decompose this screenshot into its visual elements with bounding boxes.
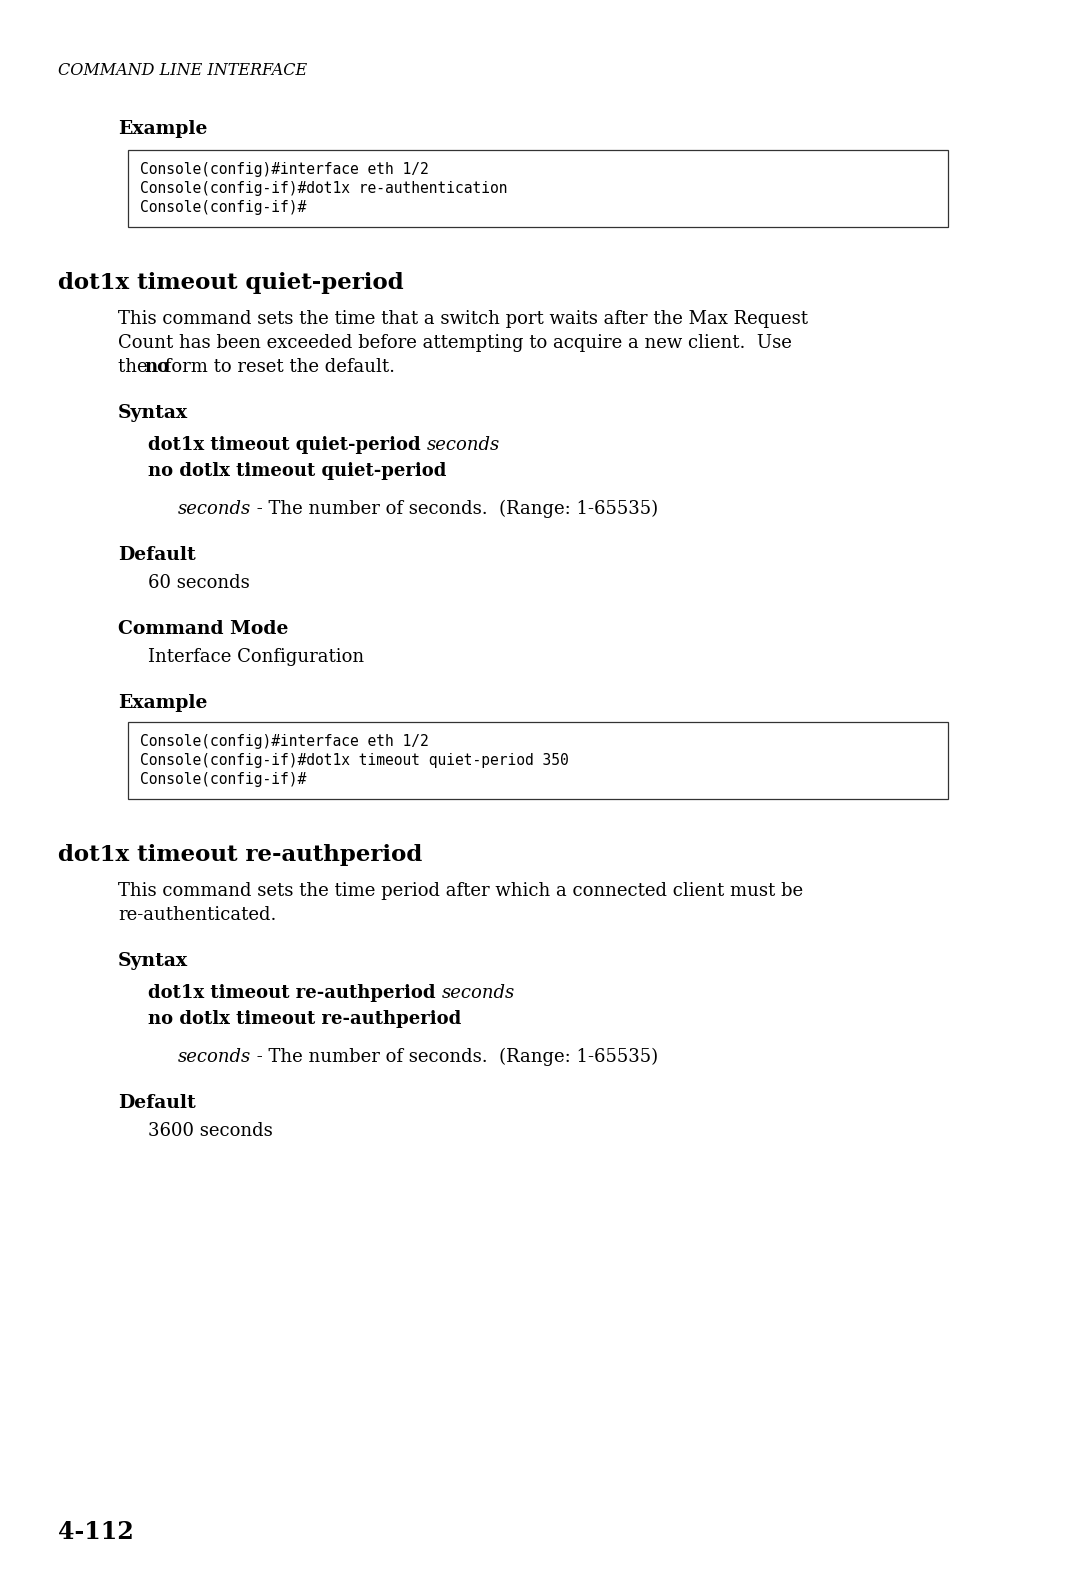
Text: dot1x timeout quiet-period: dot1x timeout quiet-period (148, 436, 427, 454)
Text: This command sets the time that a switch port waits after the Max Request: This command sets the time that a switch… (118, 309, 808, 328)
Text: - The number of seconds.  (Range: 1-65535): - The number of seconds. (Range: 1-65535… (252, 499, 659, 518)
Text: Console(config-if)#dot1x timeout quiet-period 350: Console(config-if)#dot1x timeout quiet-p… (140, 754, 569, 768)
Text: dot1x timeout re-authperiod: dot1x timeout re-authperiod (58, 845, 422, 867)
Text: Console(config-if)#dot1x re-authentication: Console(config-if)#dot1x re-authenticati… (140, 181, 508, 196)
Text: re-authenticated.: re-authenticated. (118, 906, 276, 925)
Text: 4-112: 4-112 (58, 1520, 134, 1543)
Text: the: the (118, 358, 153, 375)
Text: Example: Example (118, 119, 207, 138)
Text: Default: Default (118, 1094, 195, 1112)
Text: no dotlx timeout re-authperiod: no dotlx timeout re-authperiod (148, 1010, 461, 1028)
Text: seconds: seconds (178, 1049, 252, 1066)
Text: Syntax: Syntax (118, 951, 188, 970)
Text: This command sets the time period after which a connected client must be: This command sets the time period after … (118, 882, 804, 900)
Text: no dotlx timeout quiet-period: no dotlx timeout quiet-period (148, 462, 446, 480)
Text: dot1x timeout re-authperiod: dot1x timeout re-authperiod (148, 984, 442, 1002)
Text: Default: Default (118, 546, 195, 564)
Text: Example: Example (118, 694, 207, 713)
Text: - The number of seconds.  (Range: 1-65535): - The number of seconds. (Range: 1-65535… (252, 1049, 659, 1066)
Text: 3600 seconds: 3600 seconds (148, 1123, 273, 1140)
Text: Interface Configuration: Interface Configuration (148, 648, 364, 666)
Text: 60 seconds: 60 seconds (148, 575, 249, 592)
Text: seconds: seconds (178, 499, 252, 518)
Text: Command Mode: Command Mode (118, 620, 288, 637)
Text: Console(config-if)#: Console(config-if)# (140, 199, 307, 215)
Text: dot1x timeout quiet-period: dot1x timeout quiet-period (58, 272, 404, 294)
Text: form to reset the default.: form to reset the default. (159, 358, 395, 375)
Text: no: no (144, 358, 170, 375)
Text: Count has been exceeded before attempting to acquire a new client.  Use: Count has been exceeded before attemptin… (118, 334, 792, 352)
Text: seconds: seconds (427, 436, 500, 454)
Bar (129, 722, 948, 799)
Text: Console(config)#interface eth 1/2: Console(config)#interface eth 1/2 (140, 162, 429, 177)
Text: Console(config)#interface eth 1/2: Console(config)#interface eth 1/2 (140, 735, 429, 749)
Text: seconds: seconds (442, 984, 515, 1002)
Bar (129, 151, 948, 228)
Text: COMMAND LINE INTERFACE: COMMAND LINE INTERFACE (58, 61, 307, 78)
Text: Syntax: Syntax (118, 403, 188, 422)
Text: Console(config-if)#: Console(config-if)# (140, 772, 307, 787)
